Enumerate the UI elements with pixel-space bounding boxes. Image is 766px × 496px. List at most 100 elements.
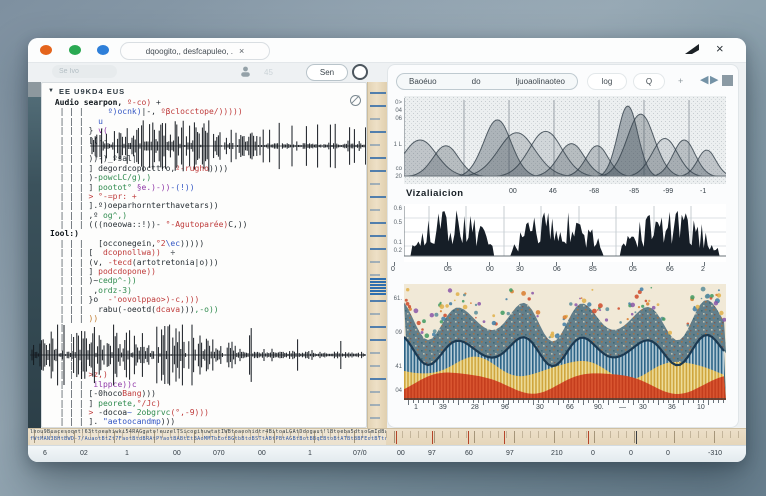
ruler-tick [178, 431, 179, 438]
sync-disabled-icon[interactable] [350, 95, 361, 106]
x-tick-label: 46 [549, 188, 557, 195]
status-value: 60 [465, 450, 473, 457]
code-line[interactable]: | | | ].º)oeparhornterthavetars)) [50, 201, 219, 211]
code-line[interactable]: | | | > -docoa~ 2obgrvc(°,-9))) [50, 407, 209, 417]
code-line[interactable]: | | [50, 332, 75, 342]
chart2-x-axis: 0 05 00 30 06 85 05 66 2 [391, 262, 726, 278]
tick-mark [632, 262, 633, 266]
bottom-ruler[interactable]: lhou9Buacesoqnt!63ttoeahiwki54RAGgato!eu… [28, 428, 746, 446]
traffic-light-minimize[interactable] [69, 45, 81, 55]
status-value: 97 [428, 450, 436, 457]
panel-tab-1[interactable]: Baoéuo [409, 77, 437, 86]
ruler-tick [370, 157, 386, 159]
code-line[interactable]: | | | ] podcdopone)) [50, 267, 156, 277]
ruler-tick [708, 400, 709, 405]
prev-icon[interactable]: ◀ [700, 74, 709, 86]
code-line[interactable]: | | | ,ordz-3) [50, 285, 132, 295]
ruler-tick [370, 404, 380, 406]
explorer-header-label: EE U9KD4 EUS [58, 86, 126, 96]
code-line[interactable]: | | | (((noeowa::!))- °-Agutoparée)C,)) [50, 220, 248, 230]
ruler-tick [370, 278, 386, 280]
ruler-tick [370, 290, 386, 292]
code-line[interactable]: | | | }o -'oovolppao>)-c,))) [50, 295, 200, 305]
code-editor[interactable]: ▼ EE U9KD4 EUS Audio searpon, º-co) + | … [30, 82, 367, 428]
code-line[interactable]: | | | )~cedp^-)) [50, 276, 137, 286]
y-tick-label: 41 [395, 364, 402, 370]
code-line[interactable]: | | | } v( [50, 126, 108, 136]
count-badge: 45 [264, 68, 273, 77]
ruler-tick [423, 400, 424, 403]
ruler-tick [718, 400, 719, 403]
stop-icon[interactable] [722, 75, 733, 86]
panel-tab-pill[interactable]: Baoéuo do ljuoaolinaoteo [396, 73, 578, 90]
ruler-tick [558, 400, 559, 405]
code-line[interactable]: | | | rabu(-oeotd(dcava))),-o)) [50, 304, 219, 314]
tab-close-icon[interactable]: × [238, 46, 245, 56]
code-line[interactable]: | | | [-0hocoBang))) [50, 389, 156, 399]
chart2-y-axis: 0.6 0.5 0.1 0.2 [388, 204, 404, 262]
ruler-tick [266, 431, 267, 438]
ruler-tick [546, 431, 547, 438]
title-tab[interactable]: dqoogito,, desfcapuleo, . × [120, 42, 270, 60]
add-button[interactable]: + [678, 76, 684, 86]
code-line[interactable]: | | | ,º og^,) [50, 210, 128, 220]
ruler-tick [370, 274, 380, 276]
code-line[interactable]: | | | ))-)_ºsal| [50, 154, 137, 164]
code-line[interactable]: | | | ] pootot° §e.)-))-(!)) [50, 182, 195, 192]
ruler-tick [603, 400, 604, 403]
code-line[interactable]: | | | (v, -tecd(artotretonia|o))) [50, 257, 219, 267]
window-close-button[interactable]: × [716, 41, 724, 56]
editor-search-field[interactable]: Se Ivo [52, 65, 117, 78]
traffic-light-close[interactable] [40, 45, 52, 55]
code-line[interactable]: | | [50, 342, 75, 352]
code-line[interactable]: | | | ] peorete,°/Jc) [50, 398, 161, 408]
code-line[interactable]: | | | º)ocnk)|-, ºβclocctope/))))) [50, 107, 243, 117]
log-button[interactable]: log [588, 74, 626, 89]
code-line[interactable]: | | | [occonegein,°2\ec))))) [50, 238, 205, 248]
ruler-tick [648, 400, 649, 403]
edit-flag-icon[interactable] [684, 43, 700, 55]
ruler-tick [498, 400, 499, 403]
chevron-down-icon[interactable]: ▼ [48, 88, 55, 94]
ruler-tick [493, 400, 494, 403]
code-line[interactable]: | | | [ dcopnollwa)) ÷ [50, 248, 176, 258]
code-line[interactable]: | | | ilppce))c [50, 379, 137, 389]
code-line[interactable]: | [59, 323, 65, 333]
ruler-tick [410, 431, 411, 438]
code-line[interactable]: | | | [50, 144, 84, 154]
panel-tab-3[interactable]: ljuoaolinaoteo [515, 77, 565, 86]
ruler-tick [370, 284, 386, 286]
code-line[interactable]: | | | ] degordcopocttro,º-rugho)))) [50, 163, 229, 173]
panel-tab-2[interactable]: do [471, 77, 481, 86]
ruler-tick [568, 400, 569, 403]
code-line[interactable]: | | | u [50, 116, 103, 126]
ruler-tick [586, 431, 587, 438]
code-line[interactable]: Iool:) [50, 229, 79, 239]
vertical-ruler[interactable] [367, 82, 387, 428]
ruler-tick [528, 400, 529, 403]
y-tick-label: 0.1 [393, 240, 402, 246]
code-line[interactable]: | | | )-powcLC/g),) [50, 173, 152, 183]
code-line[interactable]: | | | [(-- [50, 135, 108, 145]
code-line[interactable]: Audio searpon, º-co) + [50, 98, 161, 107]
ruler-tick [370, 287, 386, 289]
x-tick-label: 05 [629, 266, 637, 273]
x-tick-label: 2 [701, 266, 705, 273]
ruler-tick [394, 431, 395, 443]
traffic-light-zoom[interactable] [97, 45, 109, 55]
tick-mark [592, 262, 593, 266]
record-circle-button[interactable] [352, 64, 368, 80]
status-value: 00 [258, 450, 266, 457]
user-icon[interactable] [240, 66, 251, 77]
ruler-tick [553, 400, 554, 403]
next-icon[interactable]: ▶ [710, 74, 719, 86]
x-tick-label: 0 [391, 266, 395, 273]
dense-row-2: fWtMAN3BHtBWD-7/AuaotBtZt7FaotBtdBRAtPYa… [30, 436, 386, 442]
ruler-tick [723, 400, 724, 403]
code-line[interactable]: | | | )) [50, 313, 99, 323]
search-button[interactable]: Q [634, 74, 664, 89]
code-line[interactable]: | | | ]. "aetoocandmp))) [50, 417, 176, 427]
code-line[interactable]: | | | > °-=pr: + [50, 191, 137, 201]
status-value: -310 [708, 450, 723, 457]
run-button[interactable]: Sen [306, 64, 348, 81]
